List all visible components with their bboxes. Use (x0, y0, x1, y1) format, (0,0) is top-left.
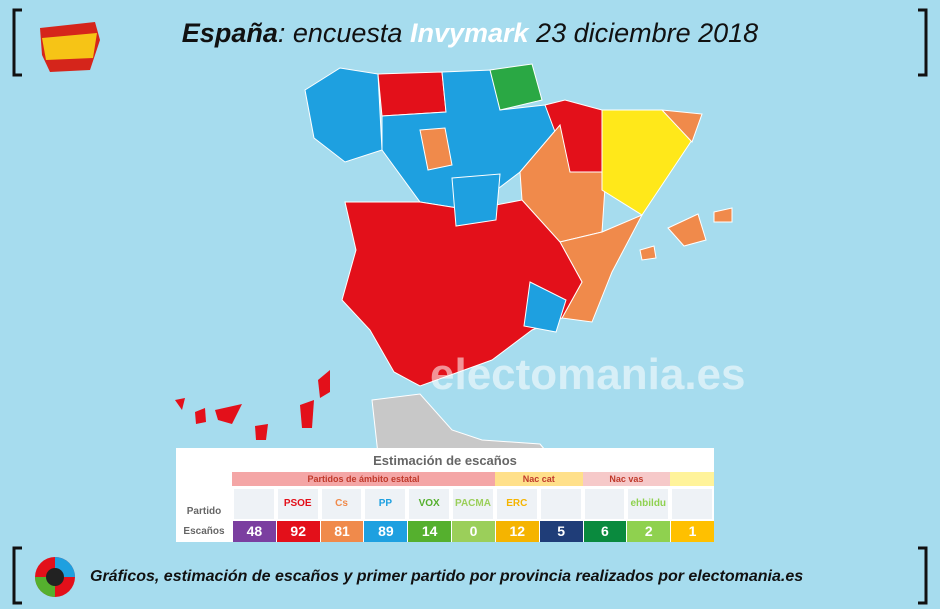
party-logo (540, 489, 581, 519)
seat-count: 81 (319, 521, 364, 542)
group-header: Partidos de ámbito estatal (232, 472, 495, 486)
party-logo (584, 489, 625, 519)
group-header: Nac cat (494, 472, 583, 486)
party-logo (234, 489, 274, 519)
seats-table: Estimación de escaños Partido Escaños Pa… (176, 448, 714, 542)
flag (40, 22, 100, 72)
row-label: Partido (186, 506, 222, 517)
group-header: Nac vas (582, 472, 671, 486)
title: España: encuesta Invymark 23 diciembre 2… (0, 18, 940, 49)
canary-islands (175, 370, 330, 440)
seat-count: 92 (275, 521, 320, 542)
party-logo: Cs (321, 489, 362, 519)
table-title: Estimación de escaños (373, 453, 517, 468)
party-logo: ERC (496, 489, 537, 519)
title-country: España (181, 18, 278, 48)
title-date: 23 diciembre 2018 (536, 18, 759, 48)
party-logo (672, 489, 712, 519)
logo (35, 557, 75, 597)
seat-count: 12 (494, 521, 539, 542)
group-header (670, 472, 714, 486)
footer: Gráficos, estimación de escaños y primer… (90, 568, 804, 585)
provinces (304, 63, 733, 473)
seat-count: 1 (670, 521, 714, 542)
watermark: electomania.es (430, 350, 746, 399)
seat-count: 5 (538, 521, 583, 542)
title-text: : encuesta (277, 18, 403, 48)
party-logo: PSOE (277, 489, 318, 519)
title-pollster: Invymark (409, 18, 529, 48)
party-logo: PP (365, 489, 406, 519)
party-logo: ehbildu (628, 489, 669, 519)
seat-count: 14 (407, 521, 452, 542)
brackets (12, 8, 928, 605)
seat-count: 0 (451, 521, 495, 542)
seat-count: 6 (582, 521, 627, 542)
seat-count: 48 (232, 521, 276, 542)
seat-count: 89 (363, 521, 408, 542)
seat-count: 2 (626, 521, 671, 542)
party-logo: PACMA (453, 489, 493, 519)
row-label: Escaños (183, 526, 225, 537)
party-logo: VOX (409, 489, 450, 519)
